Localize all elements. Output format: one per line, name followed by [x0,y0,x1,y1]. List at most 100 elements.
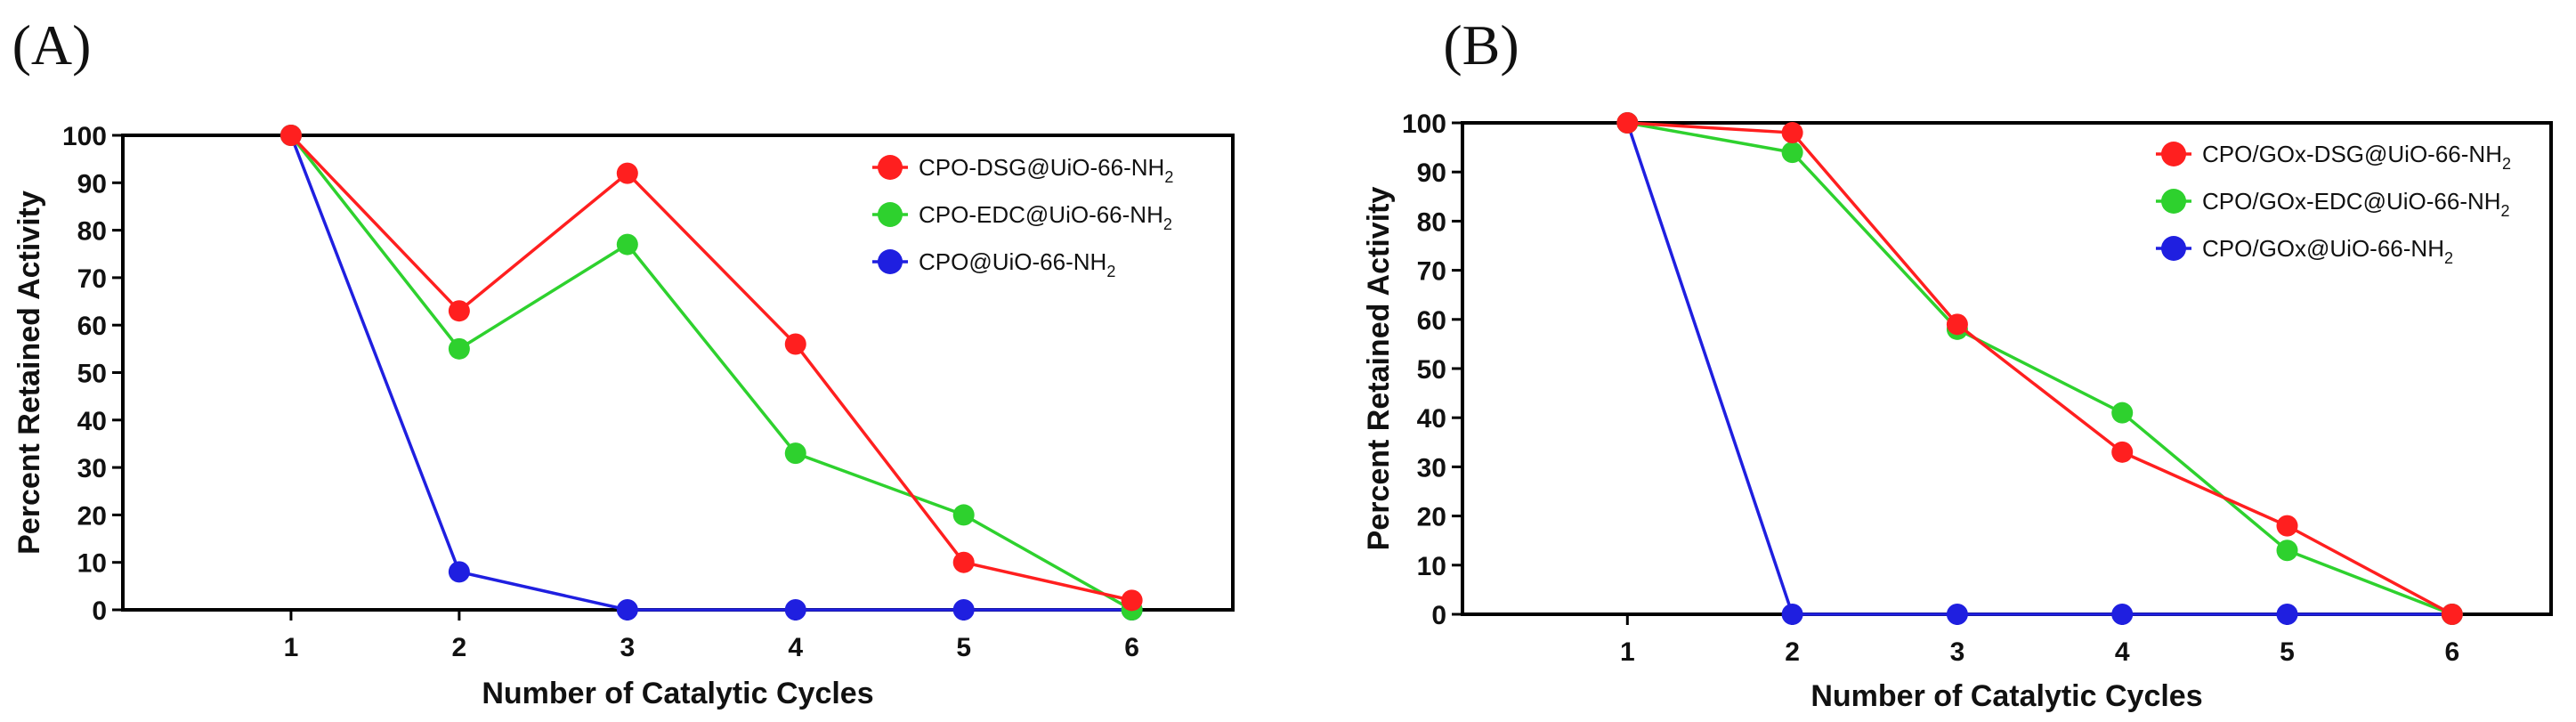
x-tick-label: 6 [2444,637,2459,667]
legend-label-subscript: 2 [1164,168,1173,186]
legend-label-subscript: 2 [1163,215,1172,233]
y-tick-label: 10 [1417,552,1446,581]
y-tick-label: 10 [77,549,107,579]
legend-label: CPO@UiO-66-NH2 [919,248,1115,280]
y-tick-label: 100 [1402,110,1446,139]
series-line [1626,121,2453,616]
data-point [952,551,975,573]
data-point [2441,604,2463,625]
data-point [2276,515,2298,537]
data-point [1616,112,1639,134]
panel-label: (B) [1443,13,1519,77]
y-tick-label: 70 [77,264,107,294]
data-point [1781,142,1803,164]
data-point [2111,441,2134,463]
y-tick-label: 50 [77,360,107,389]
data-point [1946,604,1968,625]
data-point [616,162,638,184]
x-tick-label: 5 [2280,637,2295,667]
y-tick-label: 80 [1417,207,1446,237]
y-tick-label: 90 [77,169,107,199]
data-point [952,599,975,621]
legend-label-name: CPO-DSG@UiO-66-NH [919,154,1164,181]
y-tick-label: 80 [77,217,107,247]
y-tick-label: 60 [1417,306,1446,336]
x-axis-title: Number of Catalytic Cycles [482,677,873,710]
x-tick-label: 2 [452,633,467,662]
y-tick-label: 50 [1417,355,1446,385]
legend-label-name: CPO-EDC@UiO-66-NH [919,201,1163,228]
data-point [616,233,638,256]
data-point [1781,122,1803,144]
data-point [1946,313,1968,336]
panel-label: (A) [12,13,92,77]
legend-label-subscript: 2 [1106,263,1115,280]
data-point [784,333,806,355]
data-point [784,599,806,621]
legend-label-name: CPO/GOx@UiO-66-NH [2202,235,2444,262]
y-tick-label: 90 [1417,158,1446,188]
data-point [448,300,470,322]
legend-label-name: CPO/GOx-DSG@UiO-66-NH [2202,141,2502,167]
legend-label-subscript: 2 [2501,202,2510,220]
data-point [1121,589,1143,612]
data-point [952,504,975,526]
y-tick-label: 20 [77,501,107,531]
chart-panel-b: (B) 0 10 20 30 40 50 60 70 80 90 100 1 2 3 4 5 6 Number of… [1362,13,2553,713]
chart-panel-a: (A) 0 10 20 30 40 50 60 70 80 90 100 1 2 3 4 5 6 Number of… [12,13,1235,710]
x-tick-label: 5 [956,633,971,662]
legend-marker [878,155,903,180]
legend-label-subscript: 2 [2444,249,2453,267]
data-point [2111,402,2134,424]
legend-label: CPO-EDC@UiO-66-NH2 [919,201,1172,233]
data-point [279,125,302,146]
data-point [2111,604,2134,625]
x-tick-label: 4 [2115,637,2130,667]
legend-marker [878,249,903,274]
y-tick-label: 20 [1417,503,1446,532]
y-tick-label: 30 [77,454,107,483]
series-line [1627,121,2453,616]
legend-marker [2161,236,2186,261]
y-tick-label: 0 [1431,601,1446,630]
y-tick-label: 70 [1417,257,1446,287]
y-tick-label: 100 [62,122,107,151]
x-axis-title: Number of Catalytic Cycles [1810,679,2202,713]
data-point [784,442,806,465]
x-tick-label: 1 [284,633,299,662]
y-tick-label: 40 [1417,404,1446,434]
data-point [1781,604,1803,625]
data-point [448,337,470,360]
y-axis-title: Percent Retained Activity [12,191,46,555]
x-tick-label: 6 [1124,633,1139,662]
series-line [289,134,1133,612]
series-line [1625,122,2452,616]
data-point [448,561,470,583]
legend-label: CPO/GOx-EDC@UiO-66-NH2 [2202,188,2510,220]
x-tick-label: 3 [1950,637,1965,667]
legend-label: CPO-DSG@UiO-66-NH2 [919,154,1173,186]
legend-label-name: CPO/GOx-EDC@UiO-66-NH [2202,188,2501,215]
legend-marker [2161,142,2186,166]
y-tick-label: 30 [1417,453,1446,483]
y-tick-label: 0 [92,596,107,626]
legend-label: CPO/GOx-DSG@UiO-66-NH2 [2202,141,2511,173]
x-tick-label: 2 [1785,637,1800,667]
data-point [2276,539,2298,562]
legend-label: CPO/GOx@UiO-66-NH2 [2202,235,2453,267]
x-tick-label: 1 [1620,637,1635,667]
legend-marker [2161,189,2186,214]
series-line [289,134,1132,612]
legend-marker [878,202,903,227]
data-point [2276,604,2298,625]
data-point [616,599,638,621]
y-tick-label: 60 [77,312,107,341]
legend-label-name: CPO@UiO-66-NH [919,248,1106,275]
legend-label-subscript: 2 [2502,155,2511,173]
y-tick-label: 40 [77,407,107,436]
series-line [289,134,1133,603]
x-tick-label: 3 [620,633,635,662]
y-axis-title: Percent Retained Activity [1362,187,1396,551]
x-tick-label: 4 [788,633,803,662]
